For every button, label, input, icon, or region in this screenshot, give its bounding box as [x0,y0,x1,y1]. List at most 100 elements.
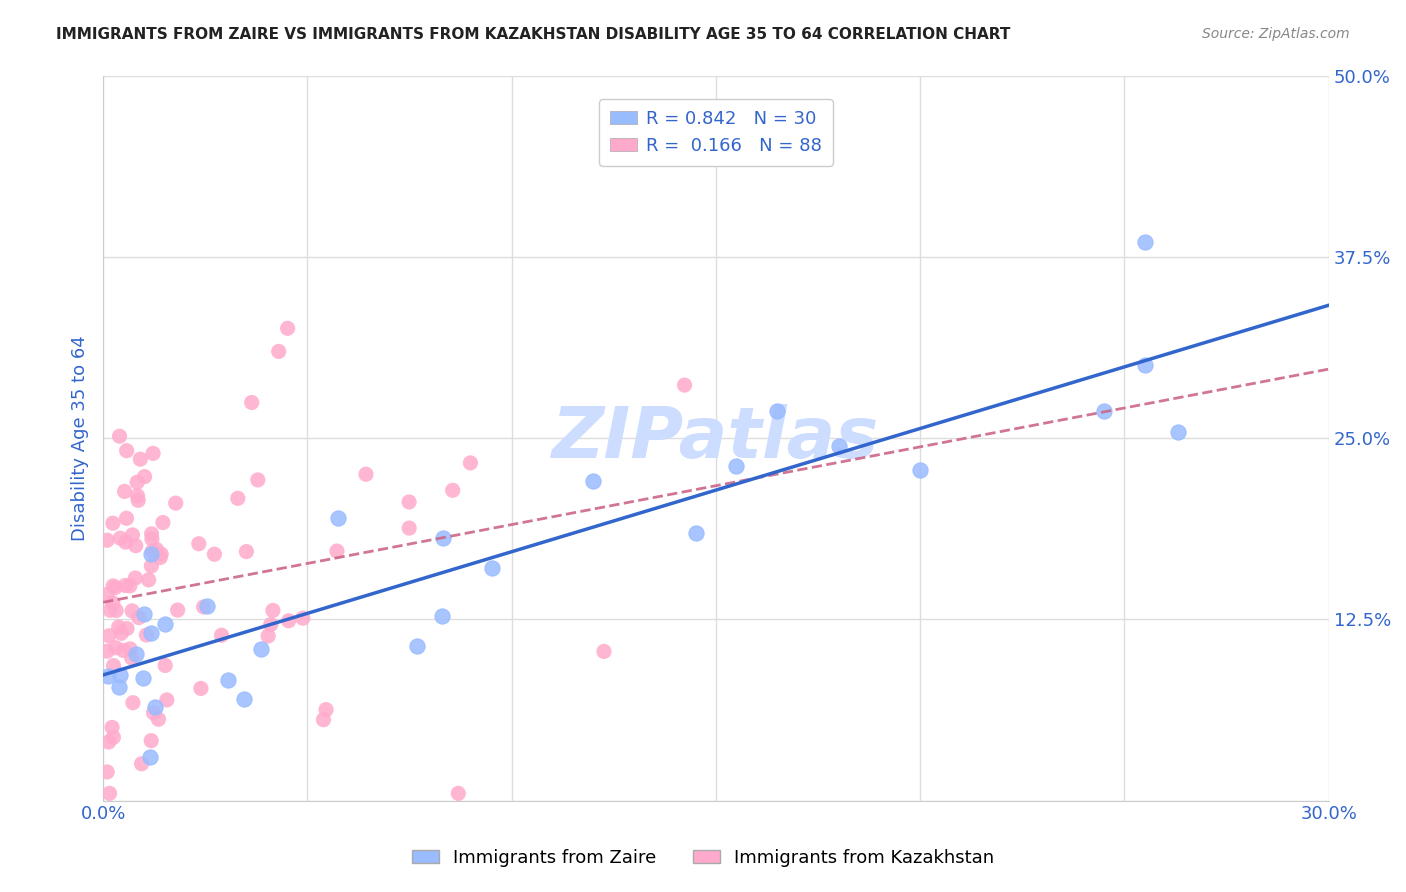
Point [1133,235,1156,250]
Point [143,700,166,714]
Point [260,617,283,632]
Point [103,731,125,745]
Point [114,484,136,499]
Point [97,629,120,643]
Point [96,644,118,658]
Point [156,693,179,707]
Point [315,703,337,717]
Text: IMMIGRANTS FROM ZAIRE VS IMMIGRANTS FROM KAZAKHSTAN DISABILITY AGE 35 TO 64 CORR: IMMIGRANTS FROM ZAIRE VS IMMIGRANTS FROM… [56,27,1011,42]
Point [115,443,138,458]
Point [232,691,254,706]
Point [725,458,748,473]
Point [107,681,129,695]
Point [1092,404,1115,418]
Point [101,720,124,734]
Point [101,516,124,531]
Point [193,599,215,614]
Point [108,668,131,682]
Point [96,587,118,601]
Point [141,733,163,747]
Point [127,475,149,490]
Point [673,378,696,392]
Point [202,547,225,561]
Point [112,643,135,657]
Point [104,640,127,655]
Point [115,622,138,636]
Point [139,750,162,764]
Point [121,651,143,665]
Point [1133,358,1156,372]
Legend: R = 0.842   N = 30, R =  0.166   N = 88: R = 0.842 N = 30, R = 0.166 N = 88 [599,99,832,166]
Point [110,531,132,545]
Point [128,610,150,624]
Point [145,542,167,557]
Point [142,706,165,720]
Point [226,491,249,506]
Text: ZIPatlas: ZIPatlas [553,403,880,473]
Point [118,579,141,593]
Point [114,578,136,592]
Point [98,603,121,617]
Point [97,669,120,683]
Point [104,581,127,595]
Point [291,611,314,625]
Point [135,628,157,642]
Point [211,628,233,642]
Point [115,511,138,525]
Point [134,469,156,483]
Point [141,544,163,558]
Point [685,525,707,540]
Point [593,644,616,658]
Point [121,528,143,542]
Point [190,681,212,696]
Point [98,786,121,800]
Point [121,604,143,618]
Point [97,735,120,749]
Point [129,452,152,467]
Point [277,321,299,335]
Point [139,626,162,640]
Point [108,429,131,443]
Point [141,547,163,561]
Point [246,473,269,487]
Point [124,571,146,585]
Point [326,510,349,524]
Point [277,614,299,628]
Point [267,344,290,359]
Point [134,607,156,621]
Point [141,558,163,573]
Point [141,532,163,546]
Point [250,642,273,657]
Point [398,521,420,535]
Point [96,533,118,548]
Point [312,713,335,727]
Point [582,474,605,488]
Point [217,673,239,687]
Point [105,603,128,617]
Point [122,696,145,710]
Point [240,395,263,409]
Point [166,603,188,617]
Point [398,495,420,509]
Point [354,467,377,482]
Point [827,439,849,453]
Point [101,579,124,593]
Point [141,526,163,541]
Text: Source: ZipAtlas.com: Source: ZipAtlas.com [1202,27,1350,41]
Point [152,516,174,530]
Point [257,629,280,643]
Point [430,608,453,623]
Point [125,648,148,662]
Point [114,535,136,549]
Point [148,712,170,726]
Point [908,463,931,477]
Point [766,404,789,418]
Point [153,616,176,631]
Point [235,544,257,558]
Point [1167,425,1189,439]
Point [155,658,177,673]
Point [103,658,125,673]
Point [149,550,172,565]
Point [132,672,155,686]
Point [125,539,148,553]
